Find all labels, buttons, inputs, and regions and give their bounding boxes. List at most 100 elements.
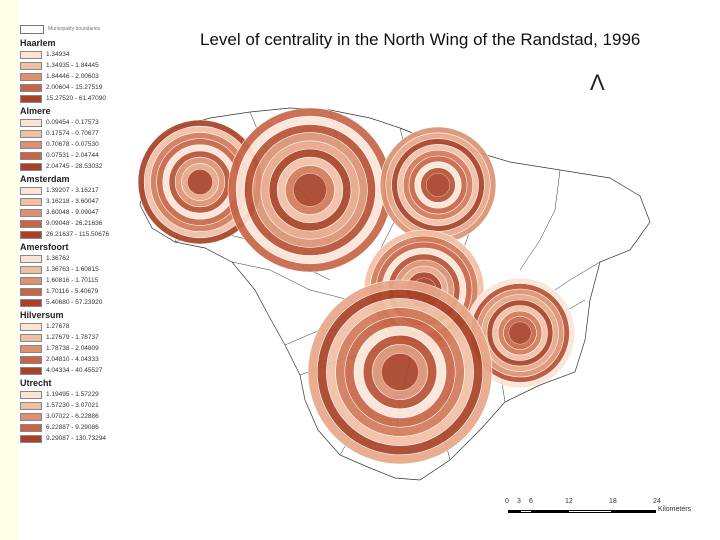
legend-swatch <box>20 72 42 81</box>
legend-group-title: Amersfoort <box>20 242 69 252</box>
legend-entry-label: 1.70116 - 5.40679 <box>46 288 99 295</box>
legend-swatch <box>20 140 42 149</box>
scale-segment <box>508 510 520 513</box>
legend-group-title: Hilversum <box>20 310 64 320</box>
scale-tick-label: 12 <box>565 498 573 505</box>
center-core <box>187 169 213 195</box>
map-title: Level of centrality in the North Wing of… <box>200 30 641 49</box>
legend-entry-label: 3.60048 - 9.09047 <box>46 209 99 216</box>
legend-entry: 26.21637 - 115.50676 <box>20 229 180 240</box>
legend-entry-label: 0.17574 - 0.70677 <box>46 130 99 137</box>
centrality-rings-amsterdam <box>227 107 393 273</box>
legend-entry: 15.27520 - 61.47090 <box>20 93 180 104</box>
legend-entry-label: 1.34934 <box>46 51 70 58</box>
legend-entry-label: 1.84446 - 2.00603 <box>46 73 99 80</box>
legend-entry-label: 2.04745 - 28.53032 <box>46 163 103 170</box>
scale-segment <box>532 510 568 513</box>
legend-entry: 6.22887 - 9.29086 <box>20 422 180 433</box>
legend-entry: 1.34934 <box>20 49 180 60</box>
scale-units: Kilometers <box>658 506 692 513</box>
legend-entry: 0.07531 - 2.04744 <box>20 150 180 161</box>
legend-entry: 0.70678 - 0.07530 <box>20 139 180 150</box>
legend-swatch <box>20 276 42 285</box>
legend-entry: 1.70116 - 5.40679 <box>20 286 180 297</box>
legend-entry-label: 1.19495 - 1.57229 <box>46 391 99 398</box>
legend-entry: 2.00604 - 15.27519 <box>20 82 180 93</box>
legend-swatch <box>20 50 42 59</box>
legend-entry: 1.36762 <box>20 253 180 264</box>
legend-entry: 9.09048 - 26.21636 <box>20 218 180 229</box>
legend-entry: 3.07022 - 6.22886 <box>20 411 180 422</box>
legend-entry-label: 15.27520 - 61.47090 <box>46 95 106 102</box>
centrality-rings-haarlem <box>137 119 263 245</box>
scale-tick-label: 0 <box>505 498 509 505</box>
legend-entry-label: 3.07022 - 6.22886 <box>46 413 99 420</box>
legend-swatch <box>20 118 42 127</box>
legend-swatch <box>20 344 42 353</box>
legend-entry: 1.27679 - 1.78737 <box>20 332 180 343</box>
legend-swatch <box>20 265 42 274</box>
legend-swatch <box>20 197 42 206</box>
legend-group-title: Utrecht <box>20 378 52 388</box>
legend-group-title: Almere <box>20 106 51 116</box>
legend-entry: 1.19495 - 1.57229 <box>20 389 180 400</box>
centrality-rings <box>137 107 576 465</box>
scale-tick-label: 3 <box>517 498 521 505</box>
legend-swatch <box>20 355 42 364</box>
legend-swatch <box>20 94 42 103</box>
scale-segment <box>520 510 532 513</box>
legend-entry-label: 26.21637 - 115.50676 <box>46 231 110 238</box>
municipality-boundary <box>519 169 561 271</box>
legend-entry: 1.39207 - 3.16217 <box>20 185 180 196</box>
legend-entry-label: 5.40680 - 57.23920 <box>46 299 103 306</box>
centrality-rings-utrecht <box>307 279 493 465</box>
legend-entry-label: 1.36762 <box>46 255 70 262</box>
legend-swatch <box>20 83 42 92</box>
center-core <box>426 173 450 197</box>
legend-swatch <box>20 366 42 375</box>
legend-entry: 2.04745 - 28.53032 <box>20 161 180 172</box>
legend-entry: 3.60048 - 9.09047 <box>20 207 180 218</box>
legend-swatch <box>20 151 42 160</box>
legend-entry-label: 0.70678 - 0.07530 <box>46 141 99 148</box>
scale-segment <box>568 510 612 513</box>
legend-swatch <box>20 401 42 410</box>
legend-entry: 5.40680 - 57.23920 <box>20 297 180 308</box>
scale-tick-label: 18 <box>609 498 617 505</box>
center-core <box>293 173 327 207</box>
scale-tick-label: 6 <box>529 498 533 505</box>
scale-tick-label: 24 <box>653 498 661 505</box>
legend-entry-label: 1.39207 - 3.16217 <box>46 187 99 194</box>
legend-entry: 1.60816 - 1.70115 <box>20 275 180 286</box>
legend-entry-label: 1.60816 - 1.70115 <box>46 277 99 284</box>
legend-swatch <box>20 434 42 443</box>
legend-swatch <box>20 254 42 263</box>
legend-entry: 1.57230 - 3.07021 <box>20 400 180 411</box>
legend-entry-label: 1.36763 - 1.60815 <box>46 266 99 273</box>
boundary-swatch <box>20 24 44 34</box>
legend-entry: 1.78738 - 2.04809 <box>20 343 180 354</box>
legend-entry-label: 9.29087 - 130.73294 <box>46 435 106 442</box>
legend-entry-label: 9.09048 - 26.21636 <box>46 220 103 227</box>
legend-swatch <box>20 162 42 171</box>
center-core <box>509 322 531 344</box>
legend-entry-label: 1.27679 - 1.78737 <box>46 334 99 341</box>
center-core <box>381 353 419 391</box>
legend-entry-label: 2.00604 - 15.27519 <box>46 84 103 91</box>
legend-swatch <box>20 61 42 70</box>
north-arrow-icon: Λ <box>590 70 605 95</box>
legend-swatch <box>20 287 42 296</box>
legend-group-title: Amsterdam <box>20 174 70 184</box>
legend: Municipality boundaries Haarlem 1.34934 1.… <box>20 22 180 444</box>
legend-swatch <box>20 333 42 342</box>
legend-entry: 1.27678 <box>20 321 180 332</box>
centrality-rings-amersfoort <box>464 277 576 389</box>
legend-boundary-entry: Municipality boundaries <box>20 22 180 36</box>
legend-swatch <box>20 412 42 421</box>
scale-bar: 0 3 6 12 18 24 Kilometers <box>490 498 692 528</box>
centrality-rings-almere <box>379 126 497 244</box>
legend-entry-label: 1.78738 - 2.04809 <box>46 345 99 352</box>
legend-swatch <box>20 219 42 228</box>
legend-swatch <box>20 230 42 239</box>
